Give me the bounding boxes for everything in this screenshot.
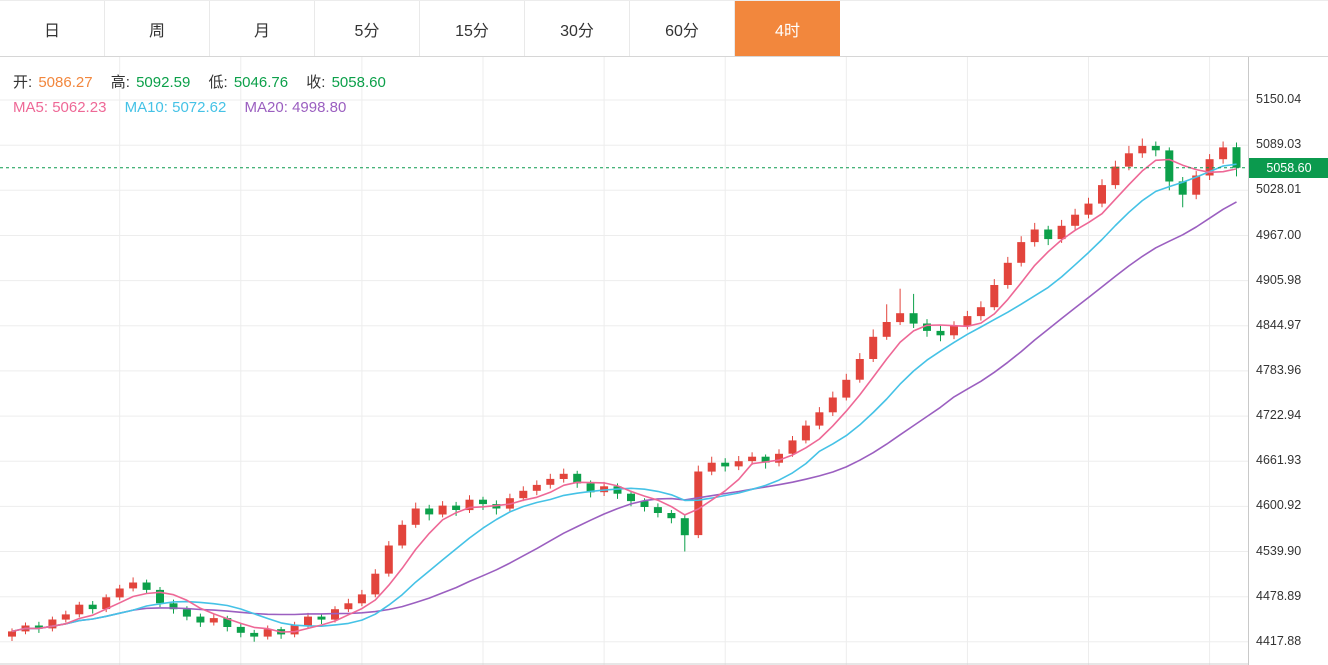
- y-axis-label: 4783.96: [1256, 362, 1302, 377]
- y-axis-label: 4661.93: [1256, 453, 1302, 468]
- current-price-badge: 5058.60: [1249, 157, 1328, 178]
- timeframe-tabs: 日周月 5分 15分 30分 60分 4时: [0, 0, 1328, 57]
- ma10-value: 5072.62: [172, 99, 227, 116]
- tab-4时[interactable]: 4时: [735, 1, 840, 56]
- open-label: 开:: [13, 74, 33, 91]
- y-axis-label: 4600.92: [1256, 498, 1302, 513]
- ohlc-legend: 开: 5086.27 高: 5092.59 低: 5046.76 收: 5058…: [13, 70, 400, 120]
- tab-15分[interactable]: 15分: [420, 1, 525, 56]
- ohlc-row: 开: 5086.27 高: 5092.59 低: 5046.76 收: 5058…: [13, 70, 400, 95]
- high-value: 5092.59: [136, 74, 191, 91]
- open-value: 5086.27: [38, 74, 93, 91]
- ma20-label: MA20:: [244, 99, 288, 116]
- y-axis-label: 5150.04: [1256, 92, 1302, 106]
- y-axis-label: 5028.01: [1256, 182, 1302, 197]
- ma-row: MA5: 5062.23 MA10: 5072.62 MA20: 4998.80: [13, 95, 400, 120]
- tab-月[interactable]: 月: [210, 1, 315, 56]
- low-label: 低:: [208, 74, 228, 91]
- high-label: 高:: [110, 74, 130, 91]
- ma10-label: MA10:: [124, 99, 168, 116]
- y-axis-label: 4478.89: [1256, 588, 1302, 603]
- y-axis-label: 4967.00: [1256, 227, 1302, 242]
- y-axis-label: 4417.88: [1256, 633, 1302, 648]
- close-value: 5058.60: [331, 74, 386, 91]
- ma5-label: MA5:: [13, 99, 49, 116]
- tab-日[interactable]: 日: [0, 1, 105, 56]
- low-value: 5046.76: [233, 74, 289, 91]
- price-axis: 5058.60 5150.04 5089.03 5028.01 4967.00 4905…: [1248, 57, 1328, 665]
- close-label: 收:: [306, 74, 326, 91]
- tab-5分[interactable]: 5分: [315, 1, 420, 56]
- ma5-value: 5062.23: [52, 99, 107, 116]
- candlestick-chart[interactable]: [0, 57, 1248, 665]
- tab-周[interactable]: 周: [105, 1, 210, 56]
- y-axis-label: 4844.97: [1256, 317, 1302, 332]
- tab-30分[interactable]: 30分: [525, 1, 630, 56]
- y-axis-label: 4905.98: [1256, 272, 1302, 287]
- chart-area: 开: 5086.27 高: 5092.59 低: 5046.76 收: 5058…: [0, 57, 1328, 665]
- tab-60分[interactable]: 60分: [630, 1, 735, 56]
- y-axis-label: 4722.94: [1256, 408, 1302, 423]
- y-axis-label: 4539.90: [1256, 543, 1302, 558]
- y-axis-label: 5089.03: [1256, 137, 1302, 152]
- ma20-value: 4998.80: [292, 99, 347, 116]
